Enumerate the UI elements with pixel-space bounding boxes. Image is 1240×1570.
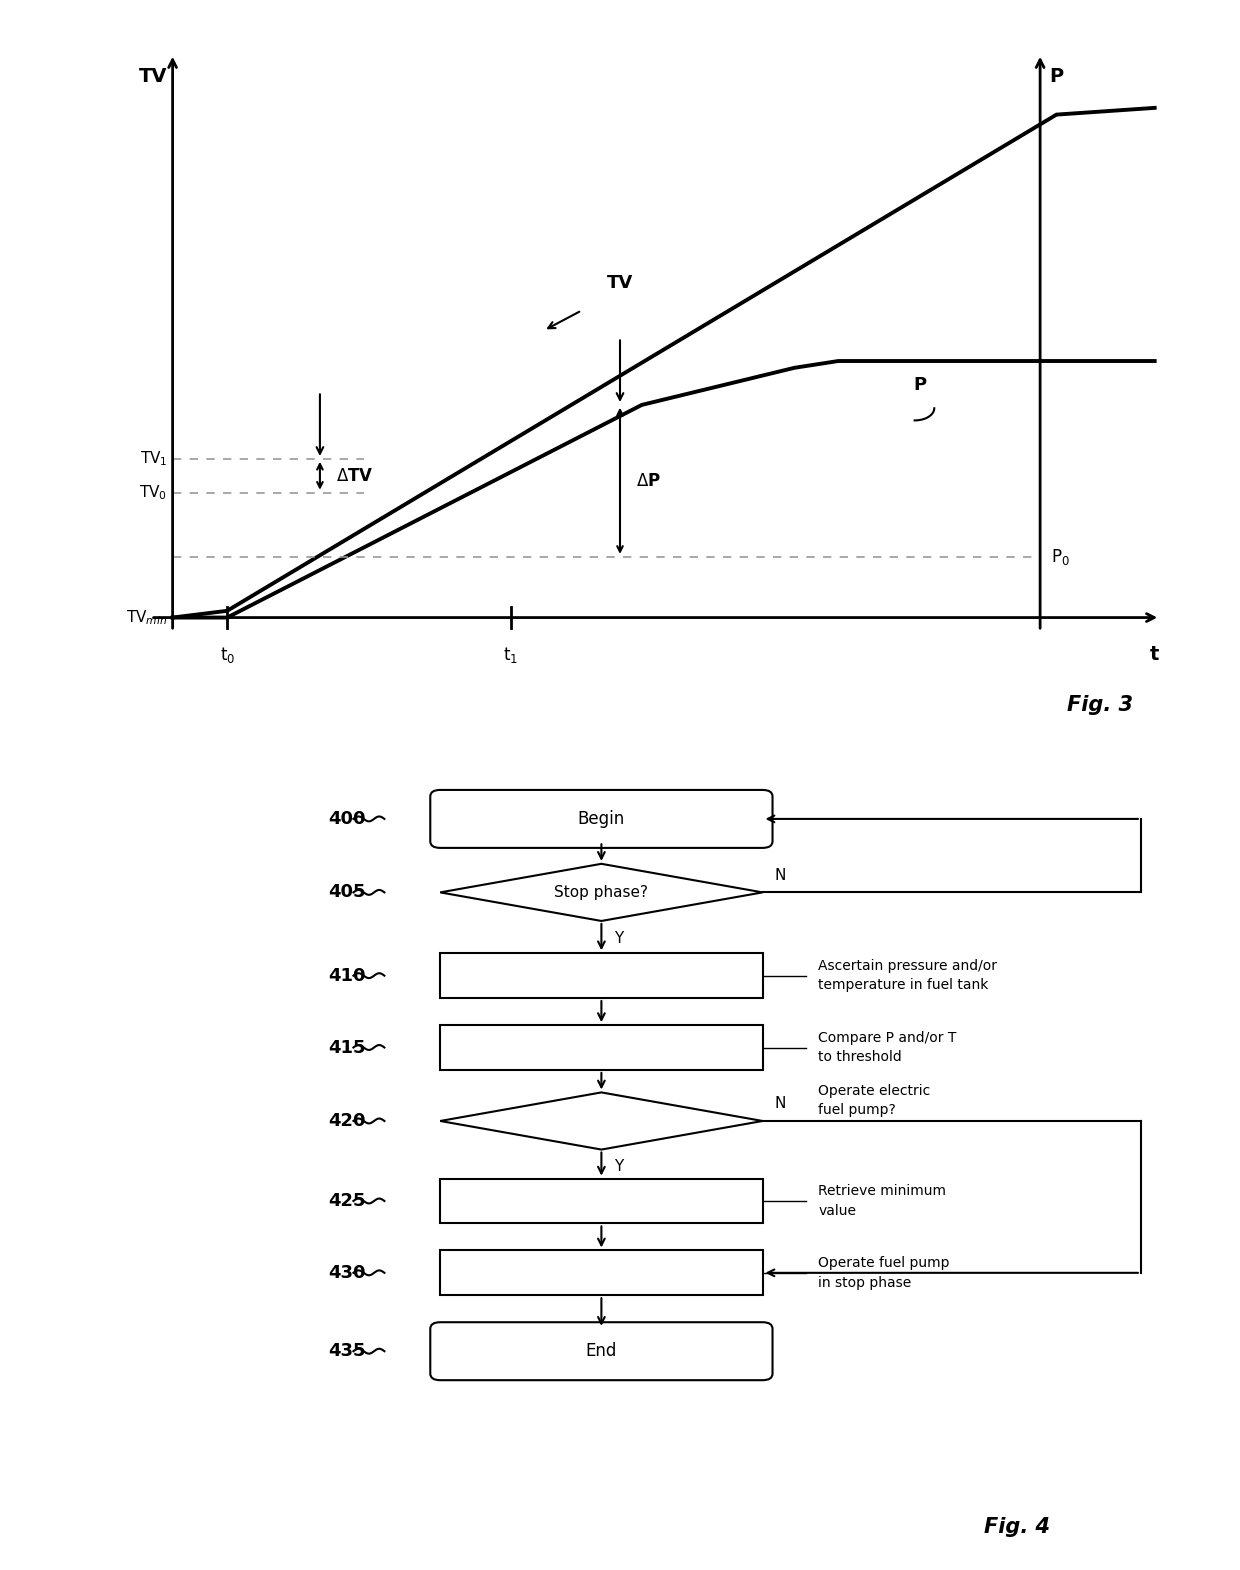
Text: 430: 430 bbox=[329, 1264, 366, 1281]
Text: N: N bbox=[775, 868, 786, 882]
Text: 425: 425 bbox=[329, 1192, 366, 1210]
Text: End: End bbox=[585, 1342, 618, 1360]
Bar bbox=[440, 1179, 763, 1223]
Text: $\Delta$TV: $\Delta$TV bbox=[336, 466, 373, 485]
Text: 435: 435 bbox=[329, 1342, 366, 1360]
Text: TV: TV bbox=[139, 68, 167, 86]
Text: Y: Y bbox=[614, 931, 622, 945]
Text: Fig. 3: Fig. 3 bbox=[1066, 696, 1133, 716]
FancyBboxPatch shape bbox=[430, 790, 773, 848]
Text: t$_0$: t$_0$ bbox=[219, 645, 234, 664]
Polygon shape bbox=[440, 1093, 763, 1149]
Text: Y: Y bbox=[614, 1159, 622, 1174]
Text: Compare P and/or T
to threshold: Compare P and/or T to threshold bbox=[818, 1031, 957, 1064]
Text: t: t bbox=[1149, 645, 1159, 664]
Text: $\Delta$P: $\Delta$P bbox=[636, 473, 661, 490]
Text: 415: 415 bbox=[329, 1038, 366, 1057]
FancyBboxPatch shape bbox=[430, 1322, 773, 1380]
Text: Operate fuel pump
in stop phase: Operate fuel pump in stop phase bbox=[818, 1256, 950, 1289]
Text: 400: 400 bbox=[329, 810, 366, 827]
Text: Stop phase?: Stop phase? bbox=[554, 885, 649, 900]
Text: 405: 405 bbox=[329, 884, 366, 901]
Text: Operate electric
fuel pump?: Operate electric fuel pump? bbox=[818, 1083, 931, 1118]
Text: P: P bbox=[1049, 68, 1063, 86]
Text: P$_0$: P$_0$ bbox=[1052, 546, 1070, 567]
Text: TV: TV bbox=[606, 275, 634, 292]
Text: Ascertain pressure and/or
temperature in fuel tank: Ascertain pressure and/or temperature in… bbox=[818, 959, 997, 992]
Text: Begin: Begin bbox=[578, 810, 625, 827]
Text: Retrieve minimum
value: Retrieve minimum value bbox=[818, 1184, 946, 1218]
Text: TV$_1$: TV$_1$ bbox=[140, 449, 167, 468]
Bar bbox=[440, 1250, 763, 1295]
Text: TV$_0$: TV$_0$ bbox=[139, 484, 167, 502]
Text: TV$_{min}$: TV$_{min}$ bbox=[126, 608, 167, 626]
Polygon shape bbox=[440, 864, 763, 922]
Text: P: P bbox=[914, 375, 926, 394]
Text: 410: 410 bbox=[329, 967, 366, 984]
Text: 420: 420 bbox=[329, 1112, 366, 1130]
Text: t$_1$: t$_1$ bbox=[503, 645, 518, 664]
Bar bbox=[440, 953, 763, 999]
Text: Fig. 4: Fig. 4 bbox=[983, 1517, 1050, 1537]
Bar bbox=[440, 1025, 763, 1071]
Text: N: N bbox=[775, 1096, 786, 1112]
